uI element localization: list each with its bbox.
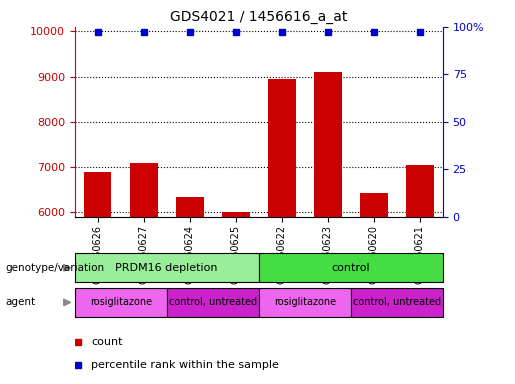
Bar bbox=[75, 253, 259, 282]
Text: PRDM16 depletion: PRDM16 depletion bbox=[115, 263, 218, 273]
Text: rosiglitazone: rosiglitazone bbox=[274, 297, 336, 308]
Bar bbox=[75, 288, 167, 317]
Text: control: control bbox=[332, 263, 370, 273]
Bar bbox=[130, 163, 158, 384]
Text: agent: agent bbox=[5, 297, 35, 308]
Bar bbox=[84, 172, 111, 384]
Bar bbox=[406, 165, 434, 384]
Text: control, untreated: control, untreated bbox=[353, 297, 441, 308]
Bar bbox=[268, 79, 296, 384]
Text: control, untreated: control, untreated bbox=[169, 297, 257, 308]
Bar bbox=[259, 288, 351, 317]
Bar bbox=[176, 197, 203, 384]
Bar bbox=[222, 212, 250, 384]
Bar bbox=[314, 72, 341, 384]
Bar bbox=[259, 253, 443, 282]
Text: genotype/variation: genotype/variation bbox=[5, 263, 104, 273]
Bar bbox=[351, 288, 443, 317]
Text: percentile rank within the sample: percentile rank within the sample bbox=[91, 360, 279, 370]
Bar bbox=[167, 288, 259, 317]
Text: count: count bbox=[91, 337, 123, 347]
Title: GDS4021 / 1456616_a_at: GDS4021 / 1456616_a_at bbox=[170, 10, 348, 25]
Text: rosiglitazone: rosiglitazone bbox=[90, 297, 152, 308]
Bar bbox=[360, 194, 388, 384]
